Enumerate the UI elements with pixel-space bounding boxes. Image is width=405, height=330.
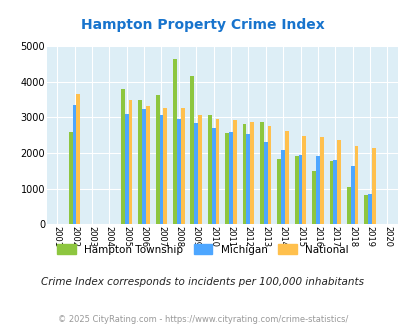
Bar bbox=[225, 133, 228, 224]
Bar bbox=[242, 124, 246, 224]
Bar bbox=[259, 122, 263, 224]
Text: Crime Index corresponds to incidents per 100,000 inhabitants: Crime Index corresponds to incidents per… bbox=[41, 278, 364, 287]
Bar bbox=[76, 94, 80, 224]
Bar bbox=[146, 106, 149, 224]
Bar bbox=[315, 156, 319, 224]
Bar bbox=[298, 155, 302, 224]
Bar bbox=[367, 194, 371, 224]
Bar bbox=[281, 150, 284, 224]
Bar bbox=[138, 100, 142, 224]
Bar bbox=[173, 59, 177, 224]
Bar bbox=[249, 122, 254, 224]
Bar bbox=[329, 161, 333, 224]
Bar bbox=[363, 195, 367, 224]
Bar bbox=[215, 119, 219, 224]
Bar bbox=[177, 119, 180, 224]
Bar bbox=[128, 100, 132, 224]
Bar bbox=[190, 76, 194, 224]
Text: Hampton Property Crime Index: Hampton Property Crime Index bbox=[81, 18, 324, 32]
Bar bbox=[284, 131, 288, 224]
Bar bbox=[333, 159, 337, 224]
Bar bbox=[194, 123, 198, 224]
Text: © 2025 CityRating.com - https://www.cityrating.com/crime-statistics/: © 2025 CityRating.com - https://www.city… bbox=[58, 315, 347, 324]
Bar bbox=[232, 120, 236, 224]
Bar bbox=[294, 156, 298, 224]
Bar bbox=[163, 108, 167, 224]
Legend: Hampton Township, Michigan, National: Hampton Township, Michigan, National bbox=[54, 241, 351, 258]
Bar bbox=[371, 148, 375, 224]
Bar bbox=[198, 115, 201, 224]
Bar bbox=[346, 187, 350, 224]
Bar bbox=[207, 115, 211, 224]
Bar bbox=[142, 109, 146, 224]
Bar bbox=[211, 128, 215, 224]
Bar bbox=[155, 95, 159, 224]
Bar bbox=[68, 132, 72, 224]
Bar bbox=[277, 159, 281, 224]
Bar bbox=[267, 126, 271, 224]
Bar bbox=[121, 89, 124, 224]
Bar bbox=[180, 108, 184, 224]
Bar bbox=[159, 115, 163, 224]
Bar bbox=[350, 166, 354, 224]
Bar bbox=[72, 105, 76, 224]
Bar bbox=[337, 140, 340, 224]
Bar bbox=[319, 137, 323, 224]
Bar bbox=[302, 136, 305, 224]
Bar bbox=[354, 146, 358, 224]
Bar bbox=[124, 114, 128, 224]
Bar bbox=[246, 134, 249, 224]
Bar bbox=[228, 132, 232, 224]
Bar bbox=[263, 142, 267, 224]
Bar bbox=[311, 171, 315, 224]
